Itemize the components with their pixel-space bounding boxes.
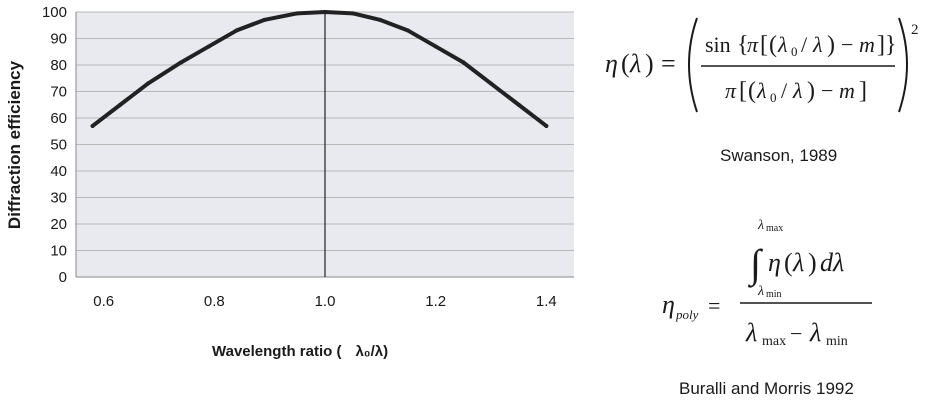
svg-text:): ): [808, 248, 817, 277]
data-point: [262, 17, 267, 22]
buralli-morris-citation: Buralli and Morris 1992: [679, 379, 854, 398]
svg-text:): ): [827, 32, 835, 58]
data-point: [461, 60, 466, 65]
svg-text:m: m: [839, 78, 855, 103]
svg-text:−: −: [790, 321, 802, 346]
y-tick-label: 80: [50, 57, 67, 74]
y-tick-label: 60: [50, 110, 67, 127]
svg-text:λ: λ: [812, 32, 823, 57]
svg-text:=: =: [708, 293, 720, 318]
data-point: [544, 123, 549, 128]
data-point: [350, 11, 355, 16]
svg-text:λ: λ: [629, 49, 641, 78]
data-point: [433, 44, 438, 49]
y-tick-label: 50: [50, 137, 67, 154]
svg-text:λ: λ: [792, 78, 803, 103]
svg-text:η: η: [605, 49, 618, 78]
data-point: [516, 102, 521, 107]
svg-text:[: [: [760, 32, 768, 58]
svg-text:−: −: [841, 32, 853, 57]
svg-text:λ: λ: [757, 284, 764, 299]
x-axis: 0.6 0.8 1.0 1.2 1.4: [76, 276, 574, 310]
svg-text:∫: ∫: [747, 241, 764, 288]
data-point: [378, 17, 383, 22]
chart: 0 10 20 30 40 50 60 70 80 90 100 0.6 0.8 1.0 1.2 1.4 D…: [5, 4, 574, 310]
svg-text:poly: poly: [675, 307, 699, 322]
svg-text:=: =: [661, 49, 676, 78]
svg-text:/: /: [781, 78, 788, 103]
y-axis: 0 10 20 30 40 50 60 70 80 90 100: [42, 4, 77, 286]
svg-text:min: min: [826, 334, 848, 349]
buralli-morris-formula-graphic: λ max ∫ η ( λ ) dλ λ min η poly = λ max …: [662, 218, 872, 349]
svg-text:sin: sin: [705, 32, 731, 57]
svg-text:2: 2: [911, 22, 919, 38]
svg-text:): ): [645, 49, 654, 78]
svg-text:(: (: [769, 32, 777, 58]
svg-text:λ: λ: [777, 32, 788, 57]
svg-text:η: η: [662, 290, 675, 319]
svg-text:min: min: [766, 289, 782, 300]
x-tick-label: 1.4: [536, 293, 557, 310]
data-point: [179, 60, 184, 65]
svg-text:max: max: [766, 223, 783, 234]
svg-text:0: 0: [791, 44, 798, 59]
x-axis-label-symbol: λ₀/λ): [355, 343, 389, 360]
buralli-morris-formula: λ max ∫ η ( λ ) dλ λ min η poly = λ max …: [660, 215, 925, 355]
svg-text:(: (: [621, 49, 630, 78]
svg-text:]: ]: [859, 78, 867, 104]
svg-text:π: π: [725, 78, 737, 103]
svg-text:λ: λ: [757, 218, 764, 233]
swanson-formula-graphic: η ( λ ) = 2 sin { π [ ( λ 0 / λ ) − m ] …: [605, 17, 919, 113]
data-point: [406, 28, 410, 33]
svg-text:η: η: [768, 248, 781, 277]
svg-text:λ: λ: [792, 248, 804, 277]
y-tick-label: 0: [59, 269, 67, 286]
svg-text:(: (: [748, 78, 756, 104]
data-point: [295, 11, 300, 16]
svg-text:−: −: [821, 78, 833, 103]
data-point: [118, 102, 123, 107]
svg-text:max: max: [762, 334, 786, 349]
svg-text:(: (: [784, 248, 793, 277]
y-tick-label: 40: [50, 163, 67, 180]
data-point: [489, 81, 493, 86]
y-tick-label: 10: [50, 243, 67, 260]
data-point: [90, 123, 95, 128]
svg-text:0: 0: [770, 90, 777, 105]
svg-text:dλ: dλ: [820, 248, 844, 277]
data-point: [234, 28, 239, 33]
svg-text:[: [: [739, 78, 747, 104]
data-point: [323, 10, 327, 14]
svg-text:}: }: [885, 32, 897, 58]
svg-text:): ): [807, 78, 815, 104]
data-point: [206, 44, 211, 49]
svg-text:λ: λ: [745, 318, 757, 347]
svg-text:m: m: [859, 32, 875, 57]
y-tick-label: 100: [42, 4, 67, 21]
y-tick-label: 30: [50, 190, 67, 207]
x-tick-label: 0.6: [93, 293, 114, 310]
y-tick-label: 90: [50, 31, 67, 48]
data-point: [145, 81, 150, 86]
x-tick-label: 0.8: [204, 293, 225, 310]
svg-text:λ: λ: [809, 318, 821, 347]
y-axis-label: Diffraction efficiency: [5, 60, 24, 229]
series-points: [90, 10, 549, 128]
x-axis-label: Wavelength ratio ( λ₀/λ): [212, 343, 388, 360]
y-tick-label: 70: [50, 84, 67, 101]
x-tick-label: 1.0: [315, 293, 336, 310]
swanson-citation: Swanson, 1989: [720, 146, 838, 165]
svg-text:π: π: [747, 32, 759, 57]
svg-text:]: ]: [877, 32, 885, 58]
svg-text:{: {: [737, 32, 749, 58]
x-tick-label: 1.2: [425, 293, 446, 310]
swanson-formula: η ( λ ) = 2 sin { π [ ( λ 0 / λ ) − m ] …: [605, 8, 925, 120]
x-axis-label-text: Wavelength ratio (: [212, 343, 342, 360]
svg-text:λ: λ: [756, 78, 767, 103]
y-tick-label: 20: [50, 216, 67, 233]
svg-text:/: /: [801, 32, 808, 57]
